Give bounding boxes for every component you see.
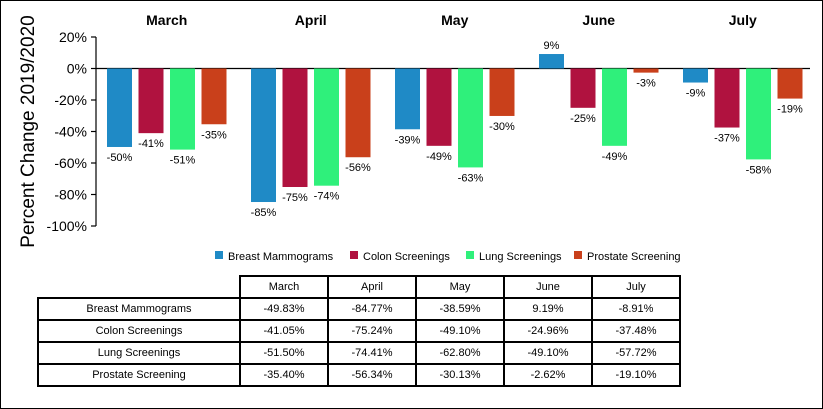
table-cell: -37.48%: [591, 319, 681, 343]
table-row: Breast Mammograms -49.83% -84.77% -38.59…: [37, 297, 681, 321]
data-label: -58%: [746, 164, 772, 176]
table-cell: -38.59%: [415, 297, 505, 321]
data-label: -37%: [714, 133, 740, 145]
table-row-label: Lung Screenings: [37, 341, 241, 365]
table-header-row: March April May June July: [38, 275, 681, 299]
bar: [426, 68, 452, 146]
table-cell: -49.10%: [503, 341, 593, 365]
bar: [602, 68, 627, 146]
data-label: -41%: [138, 138, 164, 150]
table-cell: 9.19%: [503, 297, 593, 321]
bar: [458, 68, 483, 168]
bar: [570, 68, 596, 108]
table-cell: -24.96%: [503, 319, 593, 343]
table-row-label: Breast Mammograms: [37, 297, 241, 321]
table-cell: -8.91%: [591, 297, 681, 321]
table-row-label: Prostate Screening: [37, 363, 241, 387]
data-label: -19%: [777, 104, 803, 116]
bar: [777, 68, 803, 99]
data-label: -39%: [395, 134, 421, 146]
legend-swatch: [350, 251, 358, 259]
legend-label: Breast Mammograms: [228, 251, 334, 263]
bar: [251, 68, 276, 203]
data-label: -25%: [570, 113, 596, 125]
bar: [489, 68, 515, 116]
y-tick-label: -80%: [54, 187, 87, 203]
table-cell: -84.77%: [327, 297, 417, 321]
bar: [746, 68, 771, 160]
bar: [314, 68, 339, 186]
y-axis-label: Percent Change 2019/2020: [18, 15, 39, 247]
table-row: Lung Screenings -51.50% -74.41% -62.80% …: [37, 341, 681, 365]
data-label: -50%: [107, 152, 133, 164]
table-row-label: Colon Screenings: [37, 319, 241, 343]
table-col-header: July: [591, 275, 681, 299]
data-label: 9%: [544, 40, 560, 52]
bar: [170, 68, 195, 150]
bar: [201, 68, 227, 125]
legend-swatch: [466, 251, 474, 259]
bar: [683, 68, 708, 83]
table-cell: -57.72%: [591, 341, 681, 365]
bar: [714, 68, 740, 128]
data-table: March April May June July Breast Mammogr…: [37, 275, 681, 387]
table-cell: -56.34%: [327, 363, 417, 387]
category-label: May: [441, 12, 468, 28]
table-cell: -74.41%: [327, 341, 417, 365]
data-label: -85%: [251, 207, 277, 219]
table-corner-cell: [38, 276, 241, 299]
category-label: June: [582, 12, 615, 28]
legend-label: Prostate Screening: [587, 251, 681, 263]
data-label: -35%: [201, 129, 227, 141]
data-label: -51%: [170, 155, 196, 167]
table-col-header: May: [415, 275, 505, 299]
category-label: March: [146, 12, 187, 28]
bar-chart: Percent Change 2019/2020 20% 0% -20% -40% -60…: [18, 12, 810, 263]
data-label: -74%: [314, 191, 340, 203]
table-row: Prostate Screening -35.40% -56.34% -30.1…: [37, 363, 681, 387]
category-label: April: [295, 12, 327, 28]
data-label: -49%: [426, 151, 452, 163]
data-label: -3%: [636, 78, 656, 90]
table-cell: -62.80%: [415, 341, 505, 365]
table-row: Colon Screenings -41.05% -75.24% -49.10%…: [37, 319, 681, 343]
table-cell: -2.62%: [503, 363, 593, 387]
data-label: -49%: [602, 151, 628, 163]
data-label: -63%: [458, 172, 484, 184]
y-tick-label: -20%: [54, 92, 87, 108]
bar: [345, 68, 371, 158]
legend-label: Lung Screenings: [479, 251, 562, 263]
table-cell: -51.50%: [239, 341, 329, 365]
bar: [633, 68, 659, 73]
y-tick-label: -100%: [47, 218, 87, 234]
table-cell: -49.10%: [415, 319, 505, 343]
table-col-header: March: [239, 275, 329, 299]
table-cell: -41.05%: [239, 319, 329, 343]
legend-label: Colon Screenings: [363, 251, 450, 263]
y-tick-label: -60%: [54, 155, 87, 171]
legend-swatch: [215, 251, 223, 259]
table-cell: -49.83%: [239, 297, 329, 321]
bar: [282, 68, 308, 188]
data-label: -56%: [345, 162, 371, 174]
data-label: -9%: [686, 88, 706, 100]
table-cell: -30.13%: [415, 363, 505, 387]
data-label: -75%: [282, 192, 308, 204]
table-col-header: April: [327, 275, 417, 299]
y-tick-label: -40%: [54, 124, 87, 140]
table-cell: -75.24%: [327, 319, 417, 343]
data-label: -30%: [489, 121, 515, 133]
table-cell: -19.10%: [591, 363, 681, 387]
y-tick-label: 20%: [59, 29, 87, 45]
bar: [107, 68, 132, 147]
table-col-header: June: [503, 275, 593, 299]
y-tick-label: 0%: [67, 61, 87, 77]
category-label: July: [729, 12, 757, 28]
bar: [395, 68, 420, 130]
bar: [539, 54, 564, 69]
table-cell: -35.40%: [239, 363, 329, 387]
legend-swatch: [574, 251, 582, 259]
bar: [138, 68, 164, 134]
